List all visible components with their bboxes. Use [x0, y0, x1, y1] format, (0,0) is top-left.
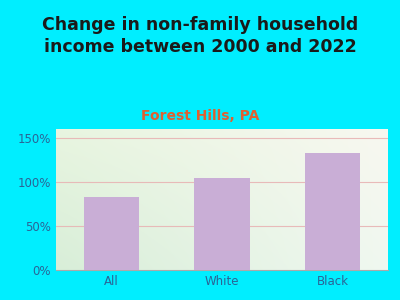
Bar [84, 197, 139, 270]
Text: Forest Hills, PA: Forest Hills, PA [141, 109, 259, 122]
Bar [194, 178, 250, 270]
Bar [305, 153, 360, 270]
Text: Change in non-family household
income between 2000 and 2022: Change in non-family household income be… [42, 16, 358, 56]
